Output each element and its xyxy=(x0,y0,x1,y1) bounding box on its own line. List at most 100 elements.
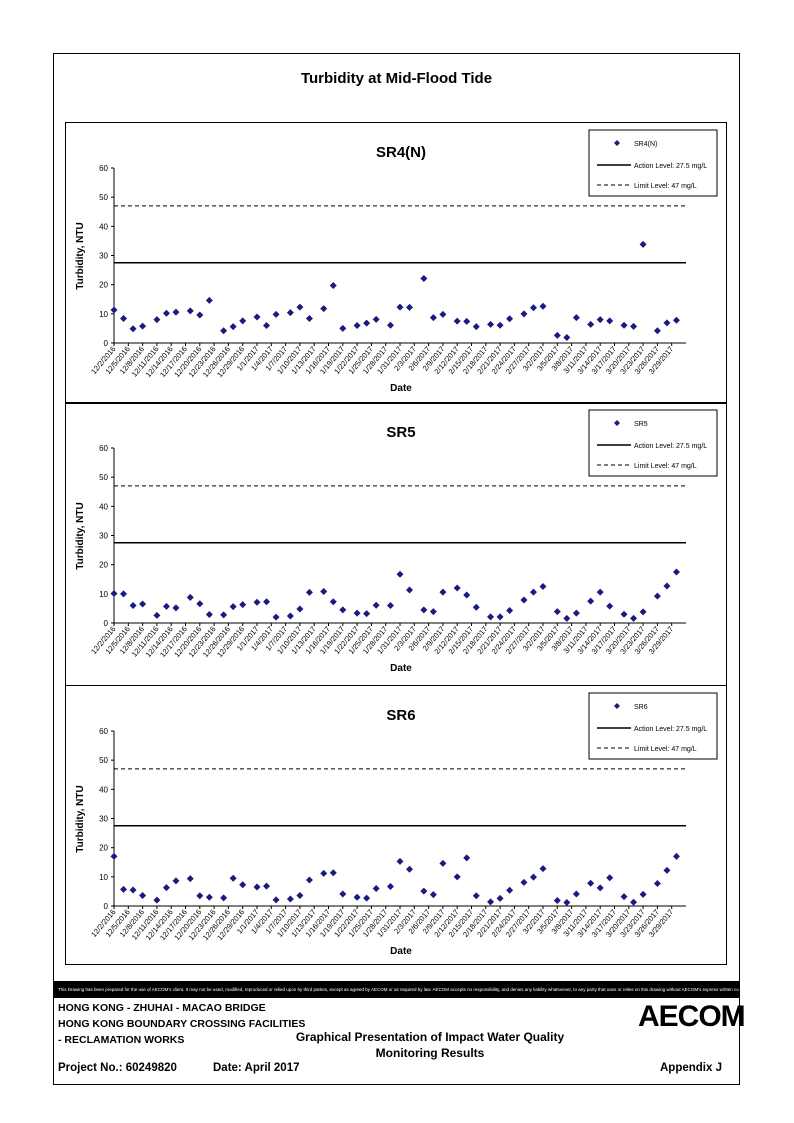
data-point xyxy=(296,303,304,311)
x-axis-label: Date xyxy=(390,663,412,674)
data-point xyxy=(162,884,170,892)
data-point xyxy=(120,590,128,598)
data-point xyxy=(110,852,118,860)
data-point xyxy=(386,882,394,890)
data-point xyxy=(162,602,170,610)
data-point xyxy=(639,608,647,616)
data-point xyxy=(630,322,638,330)
drawing-heading-line-1: Graphical Presentation of Impact Water Q… xyxy=(295,1030,565,1044)
data-point xyxy=(639,890,647,898)
data-point xyxy=(186,307,194,315)
data-point xyxy=(529,304,537,312)
x-axis-label: Date xyxy=(390,383,412,394)
data-point xyxy=(372,315,380,323)
data-point xyxy=(572,890,580,898)
data-point xyxy=(220,611,228,619)
legend-limit-label: Limit Level: 47 mg/L xyxy=(634,463,697,470)
data-point xyxy=(420,606,428,614)
aecom-logo: AECOM xyxy=(638,1000,746,1033)
data-point xyxy=(286,309,294,317)
data-point xyxy=(186,875,194,883)
data-point xyxy=(272,310,280,318)
data-point xyxy=(339,890,347,898)
data-point xyxy=(506,315,514,323)
data-point xyxy=(110,590,118,598)
data-point xyxy=(363,894,371,902)
data-point xyxy=(596,316,604,324)
data-point xyxy=(663,866,671,874)
data-point xyxy=(120,315,128,322)
legend-marker xyxy=(614,703,620,709)
y-tick-label: 20 xyxy=(99,561,108,570)
data-point xyxy=(406,865,414,873)
data-point xyxy=(487,320,495,328)
data-point xyxy=(239,317,247,325)
legend-series-label: SR5 xyxy=(634,421,648,428)
data-point xyxy=(386,602,394,609)
drawing-heading-line-2: Monitoring Results xyxy=(375,1046,485,1060)
data-point xyxy=(587,879,595,887)
y-tick-label: 10 xyxy=(99,310,108,319)
data-point xyxy=(339,606,347,614)
data-point xyxy=(472,892,480,900)
data-point xyxy=(186,593,194,601)
data-point xyxy=(396,857,404,865)
data-point xyxy=(596,588,604,596)
data-point xyxy=(553,608,561,616)
data-point xyxy=(453,873,461,881)
data-point xyxy=(472,603,480,611)
data-point xyxy=(329,869,337,877)
data-point xyxy=(439,859,447,867)
data-point xyxy=(439,310,447,318)
data-point xyxy=(372,601,380,609)
data-point xyxy=(139,892,147,899)
legend-box xyxy=(588,409,718,477)
data-point xyxy=(572,609,580,617)
legend-action-label: Action Level: 27.5 mg/L xyxy=(634,163,707,170)
data-point xyxy=(172,604,180,612)
y-tick-label: 60 xyxy=(99,444,108,453)
data-point xyxy=(420,887,428,895)
y-tick-label: 50 xyxy=(99,473,108,482)
data-point xyxy=(453,584,461,592)
legend-series-label: SR6 xyxy=(634,704,648,711)
y-tick-label: 40 xyxy=(99,222,108,231)
data-point xyxy=(305,315,313,322)
data-point xyxy=(129,325,137,333)
data-point xyxy=(496,321,504,329)
data-point xyxy=(506,886,514,894)
data-point xyxy=(429,608,437,616)
data-point xyxy=(520,596,528,604)
data-point xyxy=(487,613,495,621)
y-axis-label: Turbidity, NTU xyxy=(75,785,86,852)
chart-title: SR5 xyxy=(386,424,415,441)
data-point xyxy=(296,892,304,899)
data-point xyxy=(353,609,361,617)
data-point xyxy=(672,852,680,860)
data-point xyxy=(529,588,537,596)
data-point xyxy=(487,898,495,906)
data-point xyxy=(429,891,437,899)
data-point xyxy=(539,583,547,591)
data-point xyxy=(129,886,137,894)
data-point xyxy=(606,874,614,882)
y-tick-label: 0 xyxy=(104,902,109,911)
data-point xyxy=(253,883,261,891)
data-point xyxy=(205,611,213,619)
data-point xyxy=(587,320,595,328)
disclaimer-bar: This Drawing has been prepared for the u… xyxy=(54,981,739,998)
data-point xyxy=(139,322,147,330)
data-point xyxy=(196,892,204,900)
data-point xyxy=(596,884,604,892)
data-point xyxy=(429,314,437,322)
legend-marker xyxy=(614,140,620,146)
legend-box xyxy=(588,692,718,760)
legend-box xyxy=(588,129,718,197)
data-point xyxy=(329,282,337,290)
data-point xyxy=(253,313,261,321)
data-point xyxy=(205,893,213,901)
data-point xyxy=(620,321,628,329)
data-point xyxy=(563,614,571,622)
y-tick-label: 40 xyxy=(99,502,108,511)
data-point xyxy=(606,602,614,610)
